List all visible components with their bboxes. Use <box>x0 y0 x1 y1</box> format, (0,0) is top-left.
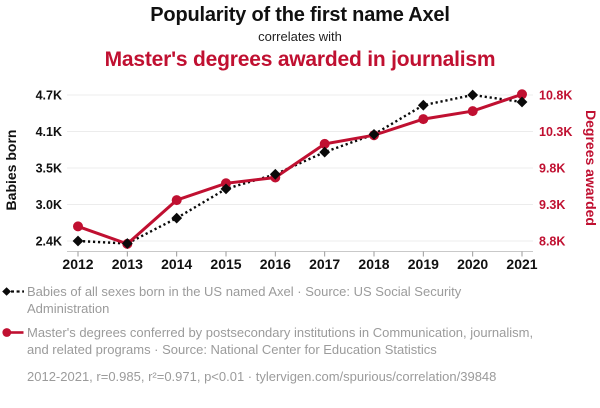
babies-data-point <box>516 96 528 108</box>
left-axis-title: Babies born <box>3 130 19 211</box>
degrees-data-point <box>221 178 231 189</box>
x-axis-year-label: 2014 <box>161 256 192 272</box>
babies-data-point <box>72 235 84 247</box>
degrees-data-point <box>319 138 330 149</box>
right-axis-title: Degrees awarded <box>583 110 599 226</box>
babies-data-point <box>220 183 232 195</box>
chart-secondary-title: Master's degrees awarded in journalism <box>104 48 496 71</box>
chart-title: Popularity of the first name Axel <box>150 4 450 26</box>
babies-data-point <box>417 99 429 111</box>
degrees-data-point <box>418 114 429 125</box>
babies-data-point <box>368 129 380 140</box>
x-axis-year-label: 2013 <box>112 256 143 272</box>
x-axis-year-label: 2015 <box>210 256 241 272</box>
red-circle-solid-line-icon <box>2 328 24 337</box>
legend-item-babies: Babies of all sexes born in the US named… <box>2 283 588 317</box>
right-axis-tick-label: 10.3K <box>539 125 572 139</box>
x-axis-year-label: 2012 <box>62 256 93 272</box>
left-axis-tick-label: 4.7K <box>36 89 62 103</box>
left-axis-tick-label: 4.1K <box>36 125 62 139</box>
x-axis-year-label: 2016 <box>260 256 291 272</box>
x-axis-year-label: 2017 <box>309 256 340 272</box>
chart-subtitle: correlates with <box>258 29 342 44</box>
degrees-data-point <box>517 89 527 100</box>
x-axis-year-label: 2020 <box>457 256 488 272</box>
babies-series-line <box>77 93 523 245</box>
x-axis-year-label: 2021 <box>506 256 537 272</box>
right-axis-tick-label: 8.8K <box>539 235 565 249</box>
right-axis-tick-label: 10.8K <box>539 89 572 103</box>
left-axis-tick-label: 3.5K <box>36 162 62 176</box>
black-diamond-dashed-line-icon <box>2 287 24 296</box>
left-axis-tick-label: 2.4K <box>36 235 62 249</box>
left-axis-tick-label: 3.0K <box>36 198 62 212</box>
babies-data-point <box>269 168 281 180</box>
chart-legend: Babies of all sexes born in the US named… <box>2 283 588 385</box>
degrees-data-point <box>73 221 83 232</box>
legend-label-babies: Babies of all sexes born in the US named… <box>27 284 462 316</box>
degrees-series-line <box>77 92 523 246</box>
legend-item-degrees: Master's degrees conferred by postsecond… <box>2 324 588 358</box>
degrees-data-point <box>171 195 182 206</box>
x-axis-year-label: 2019 <box>408 256 439 272</box>
babies-data-point <box>467 89 479 101</box>
right-axis-tick-label: 9.3K <box>539 198 565 212</box>
babies-data-point <box>171 212 183 224</box>
stats-footer: 2012-2021, r=0.985, r²=0.971, p<0.01 · t… <box>27 369 497 384</box>
babies-data-point <box>121 238 133 249</box>
babies-data-point <box>319 146 331 158</box>
x-axis-year-label: 2018 <box>358 256 389 272</box>
right-axis-tick-label: 9.8K <box>539 162 565 176</box>
chart-plot-area: 2.4K 8.8K 3.0K 9.3K 3.5K 9.8K 4.1K 10.3K 4.7K 10.… <box>3 89 599 273</box>
legend-label-degrees: Master's degrees conferred by postsecond… <box>27 325 534 357</box>
degrees-data-point <box>467 106 478 117</box>
chart-header: Popularity of the first name Axel correl… <box>0 0 600 71</box>
